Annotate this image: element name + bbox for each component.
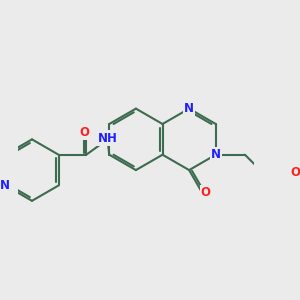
Text: N: N	[184, 102, 194, 115]
Text: N: N	[0, 179, 11, 192]
Text: O: O	[290, 166, 300, 179]
Text: O: O	[201, 186, 211, 199]
Text: N: N	[211, 148, 221, 161]
Text: O: O	[79, 126, 89, 139]
Text: NH: NH	[98, 132, 118, 145]
